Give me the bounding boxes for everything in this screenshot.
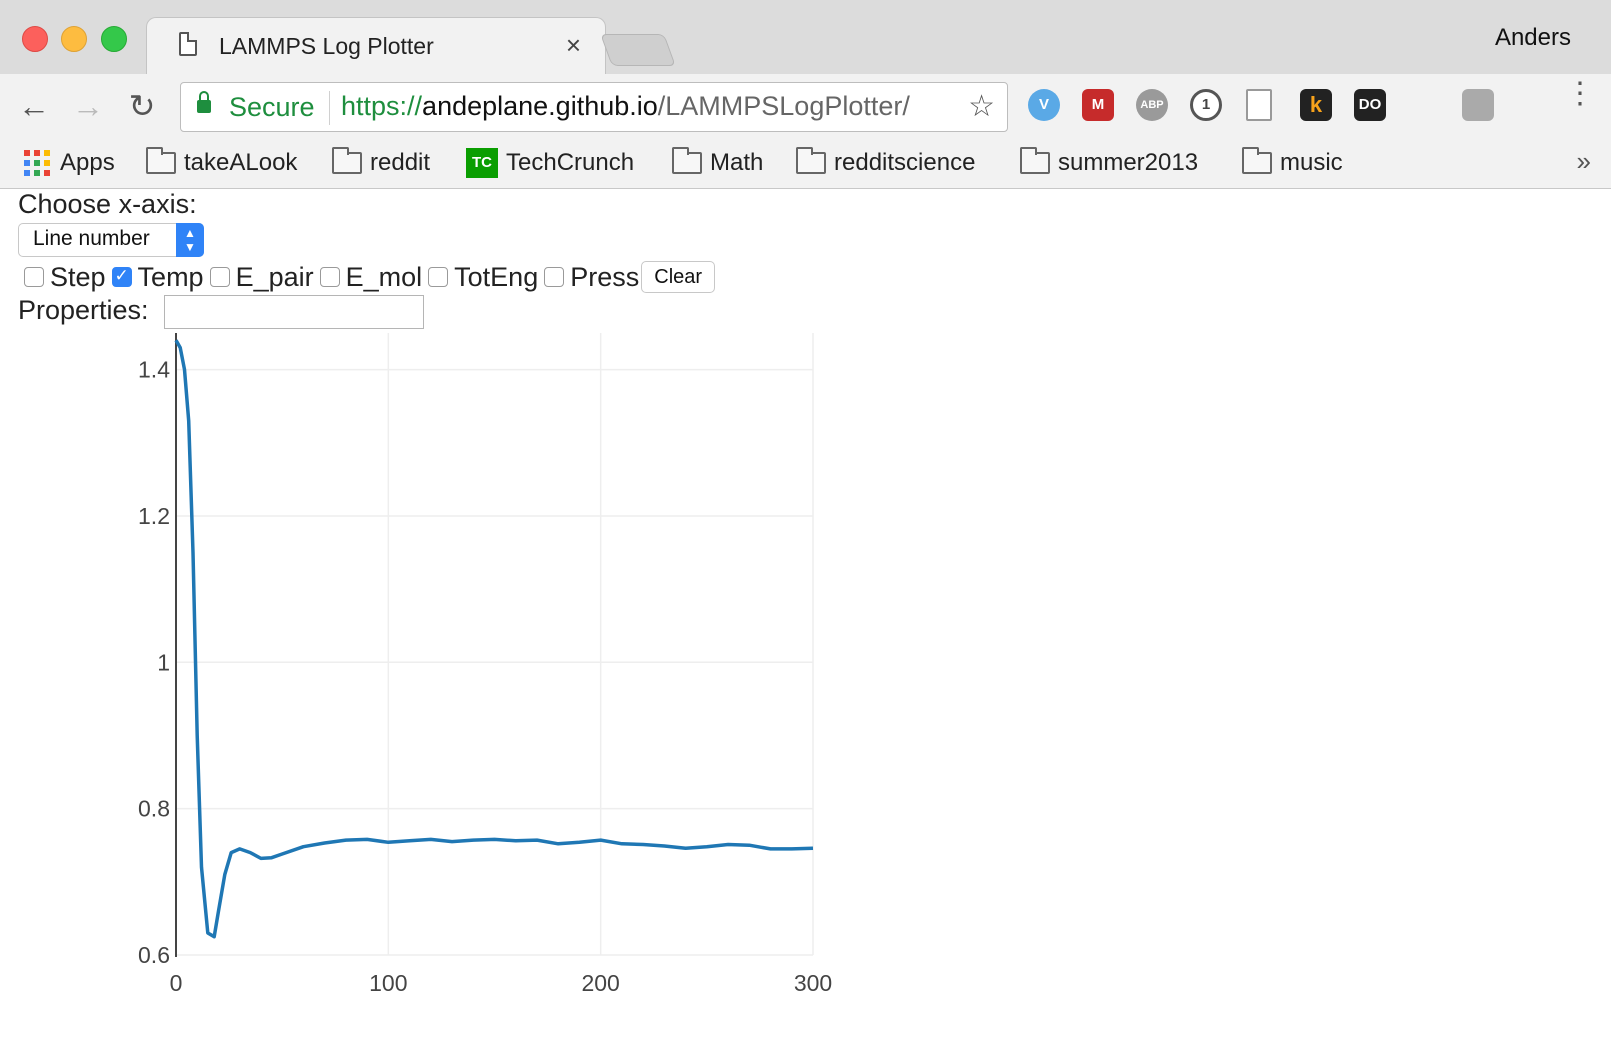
- address-separator: [329, 91, 330, 125]
- url-host: andeplane.github.io: [422, 91, 658, 121]
- maximize-window-button[interactable]: [101, 26, 127, 52]
- bookmark-label: Apps: [60, 149, 115, 176]
- reload-icon[interactable]: ↻: [128, 88, 156, 124]
- secure-label: Secure: [229, 92, 315, 122]
- close-tab-icon[interactable]: ×: [565, 30, 581, 60]
- checkbox-press[interactable]: [544, 267, 565, 287]
- folder-icon: [672, 147, 702, 174]
- folder-icon: [796, 147, 826, 174]
- address-bar[interactable]: Secure https://andeplane.github.io/LAMMP…: [180, 82, 1008, 132]
- checkbox-e-mol[interactable]: [319, 267, 340, 287]
- document-extension-icon[interactable]: [1246, 89, 1272, 121]
- bookmark-folder-takealook[interactable]: takeALook: [146, 146, 297, 180]
- checkbox-label-press: Press: [570, 261, 640, 292]
- do-extension-icon[interactable]: DO: [1354, 89, 1386, 121]
- adblock-plus-icon[interactable]: ABP: [1136, 89, 1168, 121]
- bookmark-apps[interactable]: Apps: [24, 146, 115, 180]
- bookmark-folder-math[interactable]: Math: [672, 146, 763, 180]
- x-tick-label: 100: [369, 970, 407, 996]
- bookmark-star-icon[interactable]: ☆: [968, 90, 995, 123]
- y-tick-label: 0.6: [138, 942, 170, 968]
- window-titlebar: LAMMPS Log Plotter × Anders: [0, 0, 1611, 75]
- folder-icon: [146, 147, 176, 174]
- properties-input[interactable]: [164, 295, 424, 329]
- checkbox-label-temp: Temp: [137, 261, 204, 292]
- bookmark-folder-summer2013[interactable]: summer2013: [1020, 146, 1198, 180]
- techcrunch-logo-icon: TC: [466, 148, 498, 178]
- bookmark-techcrunch[interactable]: TC TechCrunch: [466, 146, 634, 180]
- page-icon: [179, 32, 197, 56]
- bookmark-label: TechCrunch: [506, 149, 635, 176]
- checkbox-label-e-pair: E_pair: [235, 261, 314, 292]
- folder-icon: [332, 147, 362, 174]
- checkbox-toteng[interactable]: [428, 267, 449, 287]
- x-tick-label: 0: [170, 970, 183, 996]
- back-arrow-icon[interactable]: ←: [18, 88, 50, 124]
- properties-label: Properties:: [18, 295, 149, 325]
- folder-icon: [1020, 147, 1050, 174]
- checkbox-label-step: Step: [50, 261, 106, 292]
- bookmark-folder-music[interactable]: music: [1242, 146, 1343, 180]
- tab-lammps-log-plotter[interactable]: LAMMPS Log Plotter ×: [146, 17, 606, 75]
- temp-series-line: [174, 339, 814, 939]
- clear-button[interactable]: Clear: [641, 261, 716, 293]
- bookmark-label: takeALook: [184, 149, 298, 176]
- x-tick-label: 200: [581, 970, 619, 996]
- select-arrows-icon: ▲ ▼: [176, 223, 204, 257]
- close-window-button[interactable]: [22, 26, 48, 52]
- bookmark-label: reddit: [370, 149, 431, 176]
- checkbox-e-pair[interactable]: [209, 267, 230, 287]
- y-tick-label: 0.8: [138, 796, 170, 822]
- page-content: Choose x-axis: Line number ▲▼ Step Temp …: [0, 189, 1611, 1056]
- bookmark-label: summer2013: [1058, 149, 1199, 176]
- x-axis-select-value: Line number: [33, 227, 150, 250]
- tab-title: LAMMPS Log Plotter: [219, 33, 434, 59]
- y-tick-label: 1: [157, 649, 170, 675]
- profile-name[interactable]: Anders: [1494, 24, 1571, 51]
- onepassword-extension-icon[interactable]: 1: [1190, 89, 1222, 121]
- k-extension-icon[interactable]: k: [1300, 89, 1332, 121]
- bookmark-label: Math: [710, 149, 764, 176]
- url-path: /LAMMPSLogPlotter/: [657, 91, 910, 121]
- bookmark-folder-reddit[interactable]: reddit: [332, 146, 430, 180]
- folder-icon: [1242, 147, 1272, 174]
- checkbox-temp[interactable]: [111, 266, 132, 287]
- url-scheme: https://: [341, 91, 423, 121]
- forward-arrow-icon[interactable]: →: [72, 88, 104, 124]
- minimize-window-button[interactable]: [61, 26, 87, 52]
- property-checkboxes: Step Temp E_pair E_mol TotEng Press Clea…: [24, 259, 716, 295]
- browser-menu-icon[interactable]: ⋮: [1565, 77, 1595, 110]
- apps-grid-icon: [24, 150, 50, 176]
- vimeo-extension-icon[interactable]: V: [1028, 89, 1060, 121]
- x-tick-label: 300: [794, 970, 832, 996]
- new-tab-button[interactable]: [600, 34, 676, 66]
- bookmarks-bar: Apps takeALook reddit TC TechCrunch Math…: [0, 140, 1611, 189]
- browser-toolbar: ← → ↻ Secure https://andeplane.github.io…: [0, 74, 1611, 140]
- y-tick-label: 1.2: [138, 503, 170, 529]
- checkbox-step[interactable]: [24, 267, 44, 287]
- bookmark-label: music: [1280, 149, 1343, 176]
- x-axis-label: Choose x-axis:: [18, 189, 197, 219]
- more-bookmarks-icon[interactable]: »: [1576, 146, 1591, 176]
- checkbox-label-toteng: TotEng: [454, 261, 539, 292]
- dropbox-extension-icon[interactable]: [1408, 89, 1440, 121]
- shield-extension-icon[interactable]: [1462, 89, 1494, 121]
- lock-icon: [197, 91, 211, 113]
- bookmark-folder-redditscience[interactable]: redditscience: [796, 146, 975, 180]
- x-axis-select[interactable]: Line number ▲ ▼: [18, 223, 204, 257]
- url-text[interactable]: https://andeplane.github.io/LAMMPSLogPlo…: [341, 91, 910, 122]
- checkbox-label-e-mol: E_mol: [345, 261, 423, 292]
- y-tick-label: 1.4: [138, 357, 170, 383]
- bookmark-label: redditscience: [834, 149, 976, 176]
- temperature-line-chart: 0.6 0.8 1 1.2 1.4 0 100 200 300: [138, 333, 832, 996]
- mendeley-extension-icon[interactable]: M: [1082, 89, 1114, 121]
